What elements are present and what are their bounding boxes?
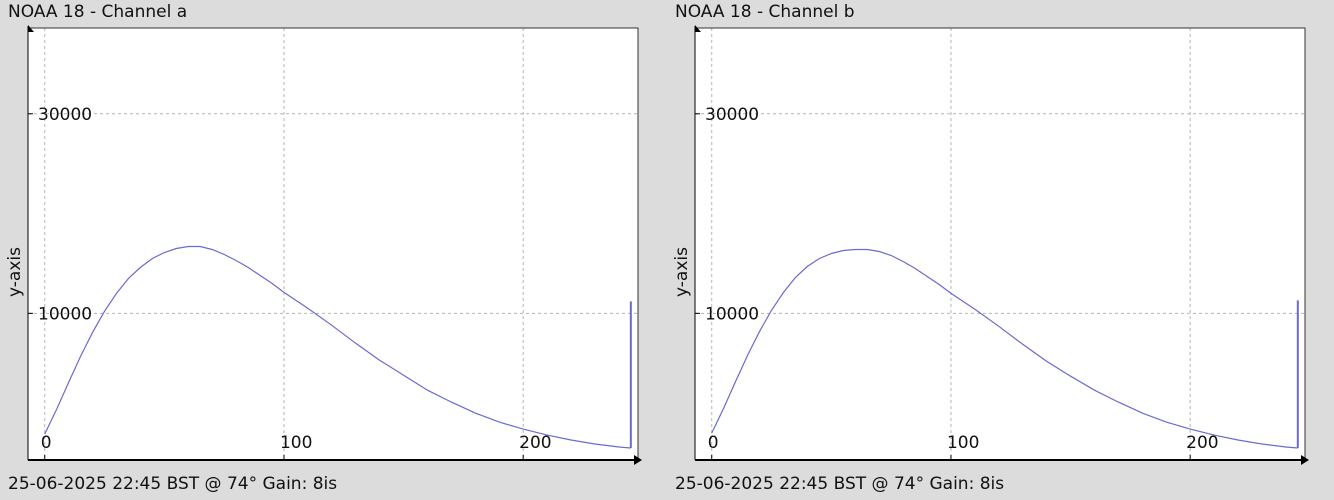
y-tick-label: 30000: [38, 105, 92, 125]
plot-border: [695, 27, 1306, 460]
plot-area: 0 100 200 10000 30000 y-axis: [5, 25, 642, 465]
x-tick-label: 200: [1186, 433, 1218, 453]
x-tick-label: 100: [947, 433, 979, 453]
plot-area: 0 100 200 10000 30000 y-axis: [672, 25, 1309, 465]
x-tick-label: 0: [41, 433, 52, 453]
plot-border: [28, 27, 639, 460]
y-axis-arrow: [28, 25, 34, 32]
plot-background: [28, 28, 638, 460]
y-tick-label: 30000: [705, 105, 759, 125]
x-tick-label: 0: [708, 433, 719, 453]
chart-footer: 25-06-2025 22:45 BST @ 74° Gain: 8is: [8, 474, 338, 494]
chart-footer: 25-06-2025 22:45 BST @ 74° Gain: 8is: [675, 474, 1005, 494]
chart-title: NOAA 18 - Channel b: [675, 2, 855, 22]
chart-panel-channel-a: NOAA 18 - Channel a 0 100 200 10000 30000 y-a…: [5, 2, 642, 494]
x-tick-label: 100: [280, 433, 312, 453]
y-axis-label: y-axis: [5, 247, 25, 297]
data-series-line: [44, 245, 631, 449]
x-axis-arrow: [1301, 455, 1309, 465]
chart-title: NOAA 18 - Channel a: [8, 2, 188, 22]
y-axis-label: y-axis: [672, 247, 692, 297]
x-tick-label: 200: [519, 433, 551, 453]
y-tick-label: 10000: [38, 304, 92, 324]
plot-background: [695, 28, 1305, 460]
y-axis-arrow: [695, 25, 701, 32]
chart-panel-channel-b: NOAA 18 - Channel b 0 100 200 10000 30000 y-a…: [667, 0, 1334, 500]
x-axis-arrow: [634, 455, 642, 465]
y-tick-label: 10000: [705, 304, 759, 324]
data-series-line: [711, 248, 1298, 449]
